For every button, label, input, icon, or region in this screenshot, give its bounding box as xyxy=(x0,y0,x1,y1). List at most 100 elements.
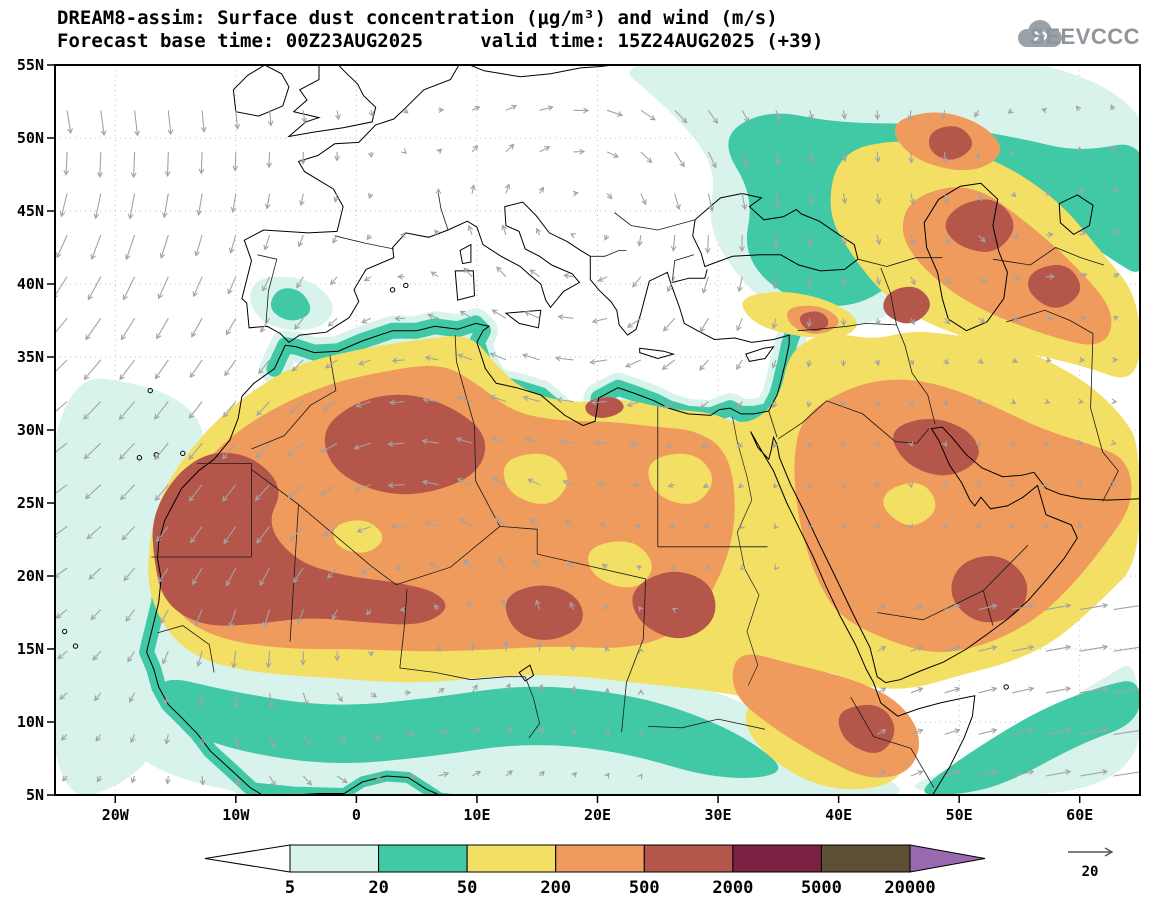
colorbar-over-arrow xyxy=(909,844,986,873)
colorbar-label: 50 xyxy=(457,878,477,898)
coastline-island xyxy=(1058,194,1094,236)
coastline-island xyxy=(692,192,859,272)
dust-region xyxy=(270,288,311,321)
lon-label: 10W xyxy=(222,806,250,824)
dust-region xyxy=(588,541,652,588)
colorbar: 5 20 50 200 500 2000 5000 20000 xyxy=(204,844,986,898)
country-border xyxy=(251,355,337,450)
lat-label: 10N xyxy=(17,713,44,731)
lat-label: 35N xyxy=(17,348,44,366)
lon-label: 10E xyxy=(463,806,490,824)
country-border xyxy=(621,578,647,733)
country-border xyxy=(524,676,541,739)
coastline-island xyxy=(459,243,472,265)
dust-region xyxy=(951,555,1028,623)
lon-label: 50E xyxy=(946,806,973,824)
wind-reference-value: 20 xyxy=(1082,864,1099,880)
country-border xyxy=(648,718,766,730)
lat-label: 5N xyxy=(26,786,44,804)
country-border xyxy=(880,267,897,325)
islet xyxy=(136,455,143,461)
dust-region xyxy=(632,571,716,639)
dust-region xyxy=(929,126,973,160)
coastline xyxy=(146,65,790,795)
country-border xyxy=(396,526,501,586)
country-border xyxy=(257,254,278,324)
country-border xyxy=(992,247,1104,266)
country-border xyxy=(438,193,449,231)
dust-region xyxy=(794,379,1132,653)
dust-concentration-layer xyxy=(55,65,1140,795)
colorbar-label: 200 xyxy=(540,878,571,898)
country-border xyxy=(671,254,695,283)
country-border xyxy=(399,667,526,681)
country-border xyxy=(614,212,696,231)
colorbar-label: 20000 xyxy=(884,878,935,898)
seevccc-logo: SEEVCCC xyxy=(1018,20,1140,49)
islet xyxy=(403,282,409,289)
islet xyxy=(72,643,79,649)
dust-region xyxy=(324,394,486,495)
dust-region xyxy=(1028,265,1081,308)
coastline-island xyxy=(923,182,1008,332)
islet xyxy=(61,628,68,635)
lat-label: 30N xyxy=(17,421,44,439)
country-border xyxy=(157,625,215,673)
cloud-icon xyxy=(1018,20,1062,47)
country-border xyxy=(983,545,1029,591)
dust-region xyxy=(945,199,1014,252)
lon-label: 60E xyxy=(1066,806,1093,824)
coastline-island xyxy=(287,65,377,138)
lat-label: 25N xyxy=(17,494,44,512)
lat-label: 55N xyxy=(17,56,44,74)
country-border xyxy=(896,324,936,425)
dust-region xyxy=(883,286,930,324)
country-border xyxy=(334,235,394,250)
wind-reference: 20 xyxy=(1068,847,1114,880)
coastline xyxy=(750,426,1140,795)
country-border xyxy=(877,590,994,626)
wind-vector-layer xyxy=(55,104,1140,787)
coastline-island xyxy=(504,309,542,329)
colorbar-segment xyxy=(643,844,734,873)
lat-label: 40N xyxy=(17,275,44,293)
dust-region xyxy=(152,452,446,626)
colorbar-label: 5000 xyxy=(801,878,842,898)
colorbar-segment xyxy=(378,844,468,873)
country-border xyxy=(1006,309,1094,334)
coastline-island xyxy=(745,346,775,362)
lat-label: 45N xyxy=(17,202,44,220)
colorbar-segment xyxy=(732,844,822,873)
country-border xyxy=(499,526,646,580)
colorbar-label: 2000 xyxy=(712,878,753,898)
country-border xyxy=(197,463,252,557)
coastline xyxy=(672,269,708,283)
dust-region xyxy=(505,585,583,640)
country-border xyxy=(778,400,930,444)
dust-region xyxy=(883,482,936,526)
lon-label: 20E xyxy=(584,806,611,824)
logo-text: SEEVCCC xyxy=(1030,24,1140,49)
islet xyxy=(180,450,186,457)
country-border xyxy=(454,335,501,527)
dust-region xyxy=(924,681,1140,795)
country-border xyxy=(289,504,299,642)
country-border xyxy=(590,250,627,257)
islet xyxy=(147,387,153,394)
dust-region xyxy=(893,419,979,476)
country-border xyxy=(850,696,935,788)
dust-region xyxy=(838,704,895,753)
wind-reference-arrow xyxy=(1068,847,1114,857)
islet xyxy=(389,287,396,293)
colorbar-segment xyxy=(820,844,911,873)
coastline xyxy=(469,65,613,78)
coastlines-borders-layer xyxy=(61,65,1140,795)
chart-subtitle: Forecast base time: 00Z23AUG2025 valid t… xyxy=(57,30,823,52)
dust-region xyxy=(728,113,1140,306)
country-border xyxy=(399,589,408,669)
colorbar-segment xyxy=(555,844,645,873)
lon-label: 20W xyxy=(102,806,130,824)
dust-region xyxy=(800,311,829,332)
colorbar-label: 20 xyxy=(368,878,388,898)
